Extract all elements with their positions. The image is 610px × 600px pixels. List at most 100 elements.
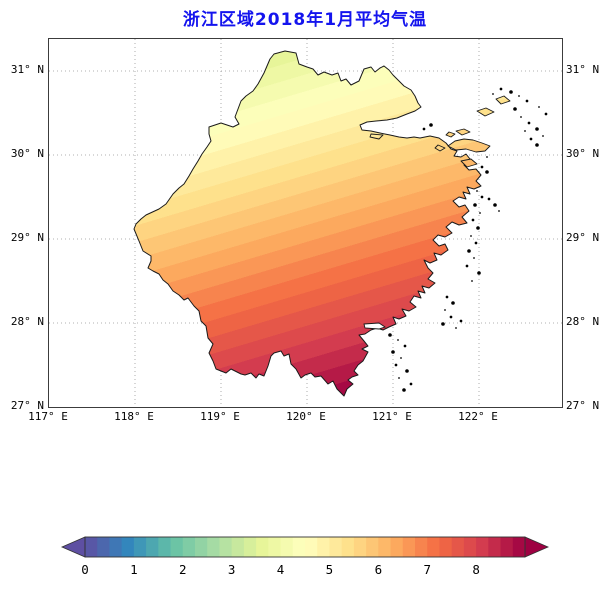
colorbar-cell	[317, 537, 331, 557]
colorbar-cell	[390, 537, 404, 557]
colorbar-cell	[476, 537, 489, 557]
islet-dot	[509, 90, 513, 94]
lat-tick-label-right: 28° N	[566, 315, 600, 328]
islet-dot	[441, 322, 445, 326]
colorbar-cell	[451, 537, 465, 557]
colorbar-cell	[85, 537, 98, 557]
islet-dot	[473, 203, 477, 207]
colorbar-tick-label: 7	[423, 562, 431, 577]
islet-dot	[529, 137, 533, 141]
islet-dot	[473, 257, 475, 259]
islet-dot	[409, 382, 413, 386]
islet-dot	[470, 235, 472, 237]
colorbar-cell	[97, 537, 111, 557]
islet-dot	[391, 350, 395, 354]
islet-dot	[388, 333, 392, 337]
islet-dot	[498, 210, 500, 212]
islet-dot	[525, 99, 529, 103]
islet-dot	[451, 301, 455, 305]
island-outline-dongtou	[363, 322, 387, 330]
colorbar-arrow-right	[524, 536, 550, 558]
lon-tick-label: 121° E	[372, 410, 412, 423]
lon-tick-label: 120° E	[286, 410, 326, 423]
colorbar-cell	[305, 537, 318, 557]
colorbar-cell	[341, 537, 355, 557]
lat-tick-label-left: 28° N	[10, 315, 44, 328]
islet-dot	[520, 116, 522, 118]
islet-dot	[480, 165, 484, 169]
islet-dot	[474, 241, 478, 245]
islet-dot	[527, 121, 531, 125]
lat-tick-label-left: 30° N	[10, 147, 44, 160]
islet-dot	[449, 315, 453, 319]
islet-dot	[499, 87, 503, 91]
island-liuheng	[460, 158, 478, 168]
colorbar-tick-label: 5	[326, 562, 334, 577]
lon-tick-label: 118° E	[114, 410, 154, 423]
island-bay-sliver	[369, 133, 384, 140]
colorbar-tick-label: 8	[472, 562, 480, 577]
islet-dot	[465, 264, 469, 268]
islet-dot	[429, 123, 433, 127]
colorbar-tick-label: 2	[179, 562, 187, 577]
islet-dot	[479, 212, 481, 214]
island-zhoushan	[447, 138, 491, 153]
islet-dot	[467, 249, 471, 253]
islet-dot	[486, 156, 488, 158]
islet-dot	[477, 271, 481, 275]
islet-dot	[485, 170, 489, 174]
colorbar-cell	[182, 537, 196, 557]
colorbar-cell	[268, 537, 282, 557]
map-plot	[48, 38, 563, 408]
colorbar-cell	[158, 537, 172, 557]
colorbar-cell	[353, 537, 367, 557]
colorbar-cell	[219, 537, 233, 557]
colorbar-tick-label: 6	[375, 562, 383, 577]
colorbar-cell	[243, 537, 257, 557]
colorbar-cell	[133, 537, 147, 557]
colorbar-cell	[231, 537, 245, 557]
islet-dot	[405, 369, 409, 373]
islet-dot	[400, 357, 402, 359]
island-jintang	[434, 144, 446, 152]
colorbar-cell	[402, 537, 416, 557]
islet-dot	[518, 95, 520, 97]
colorbar-svg: 0 1 2 3 4 5 6 7 8	[60, 536, 550, 577]
zhejiang-map-svg	[49, 39, 562, 407]
island-qushan	[476, 107, 495, 117]
colorbar-cell	[512, 537, 526, 557]
islet-dot	[471, 218, 475, 222]
colorbar-cell	[121, 537, 135, 557]
islet-dot	[492, 93, 494, 95]
zhejiang-province-shape	[133, 50, 482, 397]
colorbar-outline	[84, 536, 526, 558]
colorbar-tick-label: 4	[277, 562, 285, 577]
colorbar-cell	[109, 537, 123, 557]
lon-tick-label: 122° E	[458, 410, 498, 423]
islet-dot	[445, 295, 449, 299]
islet-dot	[493, 203, 497, 207]
colorbar-cell	[427, 537, 441, 557]
chart-title: 浙江区域2018年1月平均气温	[182, 10, 428, 30]
islet-dot	[524, 130, 526, 132]
islet-dot	[422, 127, 426, 131]
islet-dot	[444, 309, 446, 311]
islet-dot	[535, 127, 539, 131]
colorbar-cell	[292, 537, 306, 557]
islet-dot	[455, 327, 457, 329]
islet-dot	[402, 388, 406, 392]
colorbar-cell	[439, 537, 453, 557]
colorbar-cell	[207, 537, 221, 557]
colorbar-cell	[366, 537, 379, 557]
island-xiushan	[445, 131, 456, 138]
colorbar-cell	[256, 537, 269, 557]
islet-dots	[388, 87, 548, 392]
colorbar-cell	[170, 537, 184, 557]
colorbar-cell	[329, 537, 343, 557]
islet-dot	[403, 344, 407, 348]
islet-dot	[535, 143, 539, 147]
islet-dot	[397, 339, 399, 341]
lat-tick-label-left: 29° N	[10, 231, 44, 244]
